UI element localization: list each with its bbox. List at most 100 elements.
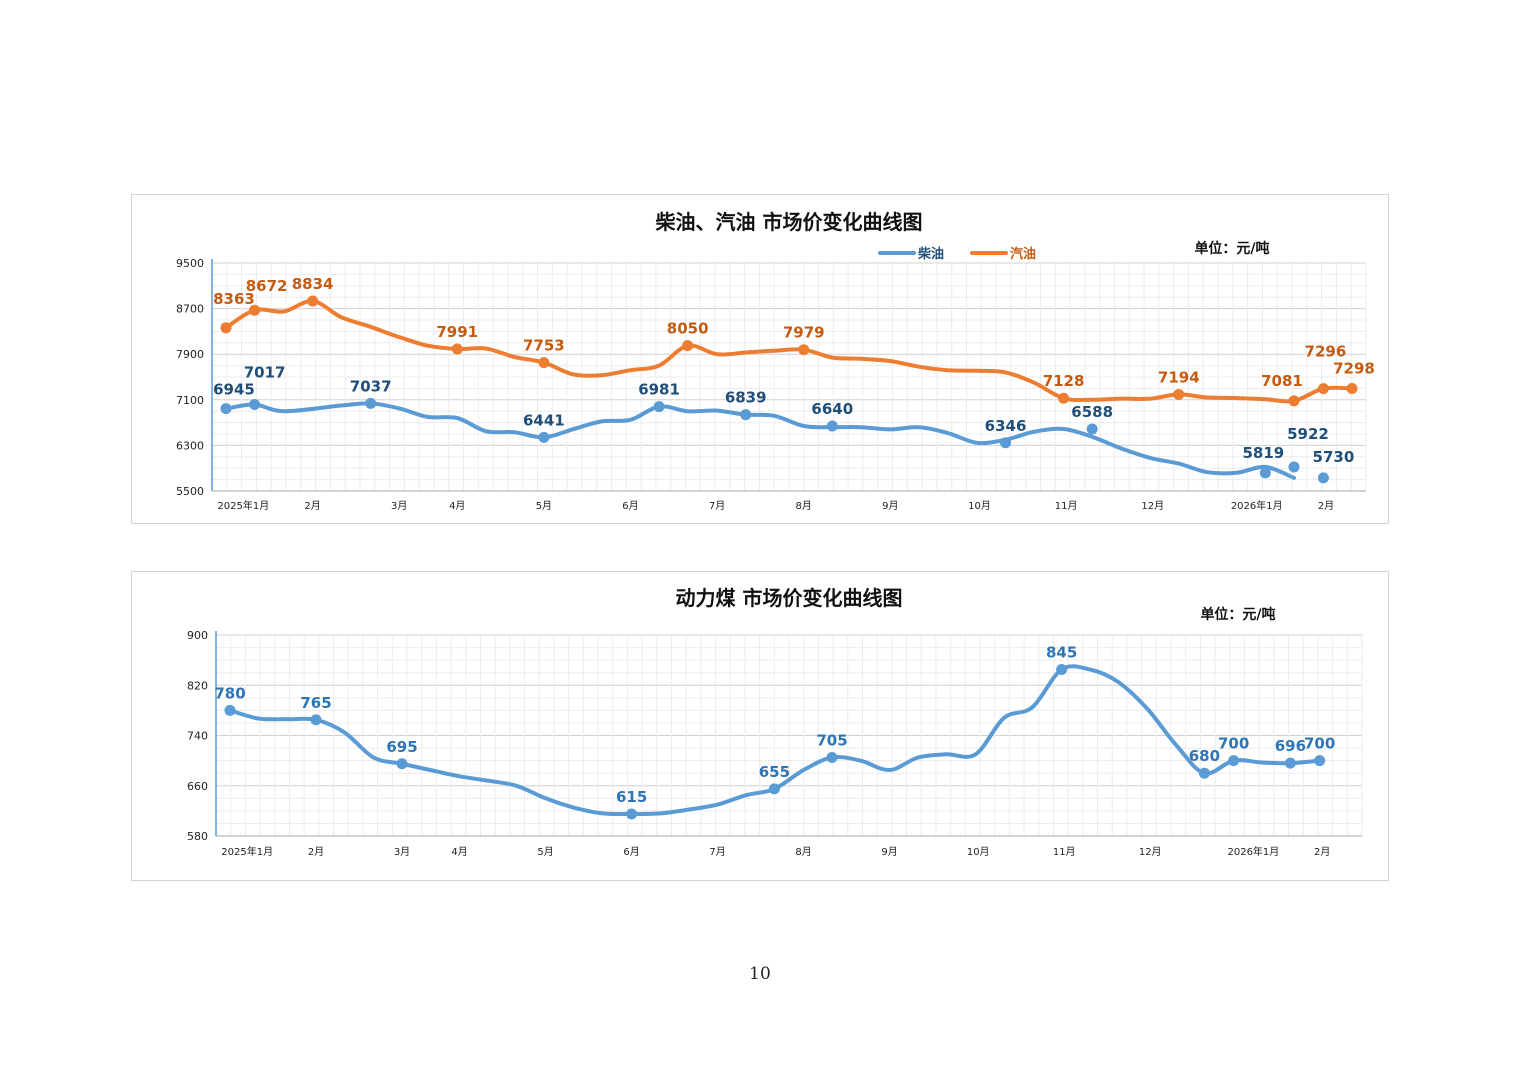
data-label: 5819 (1243, 444, 1285, 462)
data-point (1317, 472, 1329, 484)
data-label: 8363 (213, 290, 255, 308)
data-label: 6981 (638, 381, 680, 399)
x-tick-label: 2月 (304, 500, 320, 512)
data-point (1173, 388, 1185, 400)
legend-label: 柴油 (917, 246, 944, 262)
x-tick-label: 7月 (709, 846, 725, 858)
data-point (1058, 392, 1070, 404)
data-label: 6640 (811, 400, 853, 418)
x-tick-label: 10月 (967, 846, 990, 858)
data-label: 7017 (244, 364, 286, 382)
data-point (682, 340, 694, 352)
x-tick-label: 2月 (1318, 500, 1334, 512)
y-tick-label: 740 (187, 730, 208, 743)
legend-label: 汽油 (1010, 246, 1036, 262)
data-point (1000, 437, 1012, 449)
x-tick-label: 10月 (968, 500, 991, 512)
data-point (1288, 395, 1300, 407)
x-tick-label: 11月 (1055, 500, 1078, 512)
series-line (224, 298, 1354, 404)
data-point (1198, 767, 1210, 779)
data-point (396, 758, 408, 770)
data-point (1284, 757, 1296, 769)
data-label: 6346 (985, 417, 1027, 435)
data-label: 7128 (1043, 372, 1085, 390)
data-label: 6945 (213, 381, 255, 399)
data-label: 6441 (523, 411, 565, 429)
data-point (307, 295, 319, 307)
x-tick-label: 2026年1月 (1231, 499, 1283, 512)
y-tick-label: 900 (187, 629, 208, 642)
data-label: 7991 (436, 323, 478, 341)
data-point (1317, 383, 1329, 395)
data-point (249, 304, 261, 316)
data-point (538, 357, 550, 369)
data-point (768, 783, 780, 795)
y-tick-label: 7900 (176, 348, 204, 361)
data-label: 615 (616, 788, 647, 806)
x-tick-label: 2月 (1314, 846, 1330, 858)
data-label: 845 (1046, 644, 1077, 662)
data-label: 680 (1189, 747, 1220, 765)
data-label: 655 (759, 763, 790, 781)
unit-label: 单位：元/吨 (1200, 606, 1275, 623)
x-tick-label: 8月 (795, 846, 811, 858)
data-label: 780 (214, 684, 245, 702)
x-tick-label: 8月 (796, 500, 812, 512)
x-tick-label: 12月 (1141, 500, 1164, 512)
data-label: 705 (816, 731, 847, 749)
x-tick-label: 3月 (394, 846, 410, 858)
data-point (826, 420, 838, 432)
x-tick-label: 2025年1月 (217, 499, 269, 512)
data-point (310, 714, 322, 726)
data-label: 7296 (1305, 343, 1347, 361)
x-tick-label: 3月 (391, 500, 407, 512)
data-point (365, 397, 377, 409)
data-point (538, 431, 550, 443)
data-label: 7979 (783, 324, 825, 342)
data-point (798, 344, 810, 356)
chart-title: 动力煤 市场价变化曲线图 (676, 586, 903, 610)
y-tick-label: 7100 (176, 394, 204, 407)
data-point (249, 399, 261, 411)
data-point (1288, 461, 1300, 473)
data-label: 5730 (1313, 448, 1355, 466)
grid (211, 262, 1367, 492)
data-point (451, 343, 463, 355)
y-tick-label: 6300 (176, 439, 204, 452)
data-label: 700 (1304, 735, 1335, 753)
unit-label: 单位：元/吨 (1194, 240, 1269, 257)
data-point (1228, 755, 1240, 767)
x-tick-label: 7月 (709, 500, 725, 512)
data-label: 7298 (1333, 360, 1375, 378)
data-label: 8050 (667, 320, 709, 338)
x-tick-label: 2026年1月 (1227, 845, 1279, 858)
data-label: 8672 (246, 277, 288, 295)
data-label: 7753 (523, 337, 565, 355)
data-label: 696 (1275, 737, 1306, 755)
y-tick-label: 820 (187, 679, 208, 692)
x-tick-label: 2月 (308, 846, 324, 858)
data-label: 700 (1218, 735, 1249, 753)
page-number: 10 (749, 964, 771, 984)
data-label: 695 (386, 738, 417, 756)
y-tick-label: 8700 (176, 303, 204, 316)
data-point (626, 808, 638, 820)
y-tick-label: 580 (187, 830, 208, 843)
x-tick-label: 9月 (882, 500, 898, 512)
data-label: 7037 (350, 377, 392, 395)
x-tick-label: 9月 (881, 846, 897, 858)
data-label: 5922 (1287, 425, 1329, 443)
x-tick-label: 6月 (623, 846, 639, 858)
data-label: 6588 (1071, 403, 1113, 421)
x-tick-label: 4月 (451, 846, 467, 858)
data-point (653, 401, 665, 413)
x-tick-label: 12月 (1139, 846, 1162, 858)
data-point (1056, 664, 1068, 676)
x-tick-label: 5月 (536, 500, 552, 512)
data-point (1259, 467, 1271, 479)
legend: 柴油 汽油 (878, 246, 1036, 262)
